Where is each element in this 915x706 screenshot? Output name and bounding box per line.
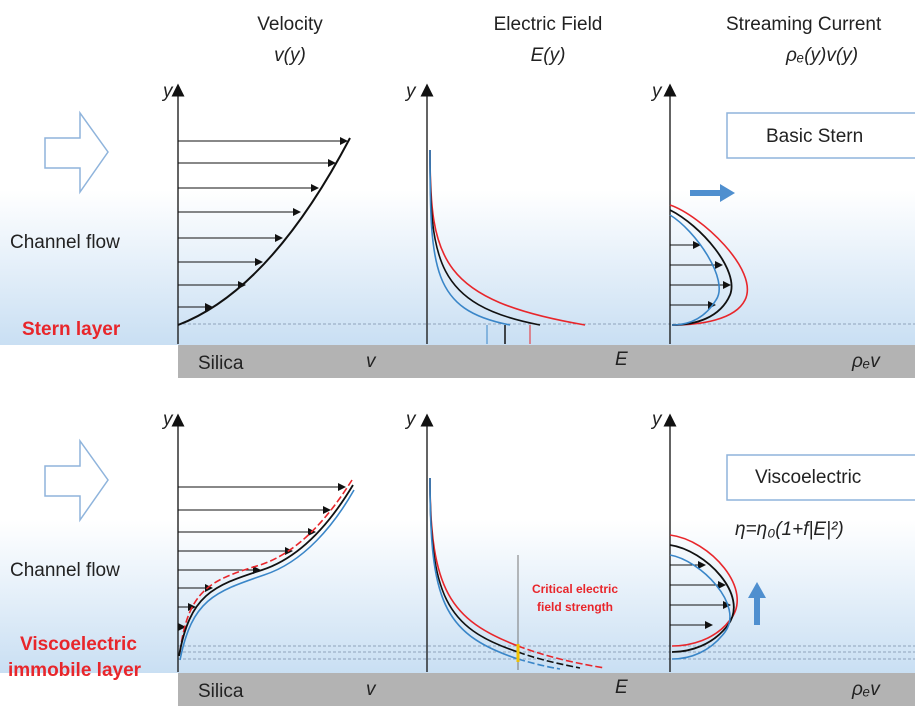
field-curve [429,149,511,326]
axis-label: E [615,349,628,370]
axis-label: y [161,409,174,430]
field-curve [517,658,561,670]
layer-label: immobile layer [8,660,142,681]
column-subtitle: E(y) [531,45,566,66]
substrate [178,345,915,378]
fluid-bg [0,190,915,345]
annotation: Critical electric [532,582,618,596]
current-curve [669,209,733,326]
annotation: field strength [537,600,613,614]
axis-label: ρₑv [851,351,881,372]
flow-label: Channel flow [10,232,120,253]
model-box [726,454,915,501]
field-curve [429,477,519,660]
field-curve [517,651,581,669]
column-title: Streaming Current [726,14,882,35]
column-title: Velocity [257,14,323,35]
velocity-profile [177,137,351,326]
model-box [726,112,915,159]
current-curve [669,204,748,326]
axis-label: y [161,81,174,102]
axis-label: y [404,81,417,102]
axis-label: E [615,677,628,698]
flow-arrow [44,438,109,523]
flow-label: Channel flow [10,560,120,581]
substrate [178,673,915,706]
column-subtitle: v(y) [274,45,306,66]
velocity-profile [179,479,353,653]
velocity-profile [179,489,355,661]
axis-label: y [650,409,663,430]
shift-arrow [748,582,766,625]
field-curve [517,645,606,669]
axis-label: v [366,679,377,700]
substrate-label: Silica [198,681,244,702]
axis-label: y [650,81,663,102]
current-curve [669,214,720,326]
velocity-profile [178,484,354,657]
column-subtitle: ρₑ(y)v(y) [785,45,858,66]
layer-label: Stern layer [22,319,121,340]
model-label: Viscoelectric [755,467,861,488]
substrate-label: Silica [198,353,244,374]
shift-arrow [690,184,735,202]
current-rows [670,561,731,629]
model-label: Basic Stern [766,126,863,147]
column-title: Electric Field [494,14,603,35]
fluid-bg [0,520,915,673]
velocity-rows [178,137,348,311]
layer-label: Viscoelectric [20,634,137,655]
equation: η=η₀(1+f|E|²) [735,519,844,540]
axis-label: v [366,351,377,372]
axis-label: ρₑv [851,679,881,700]
flow-arrow [44,110,109,195]
current-curve [669,554,731,660]
axis-label: y [404,409,417,430]
current-curve [669,534,738,647]
